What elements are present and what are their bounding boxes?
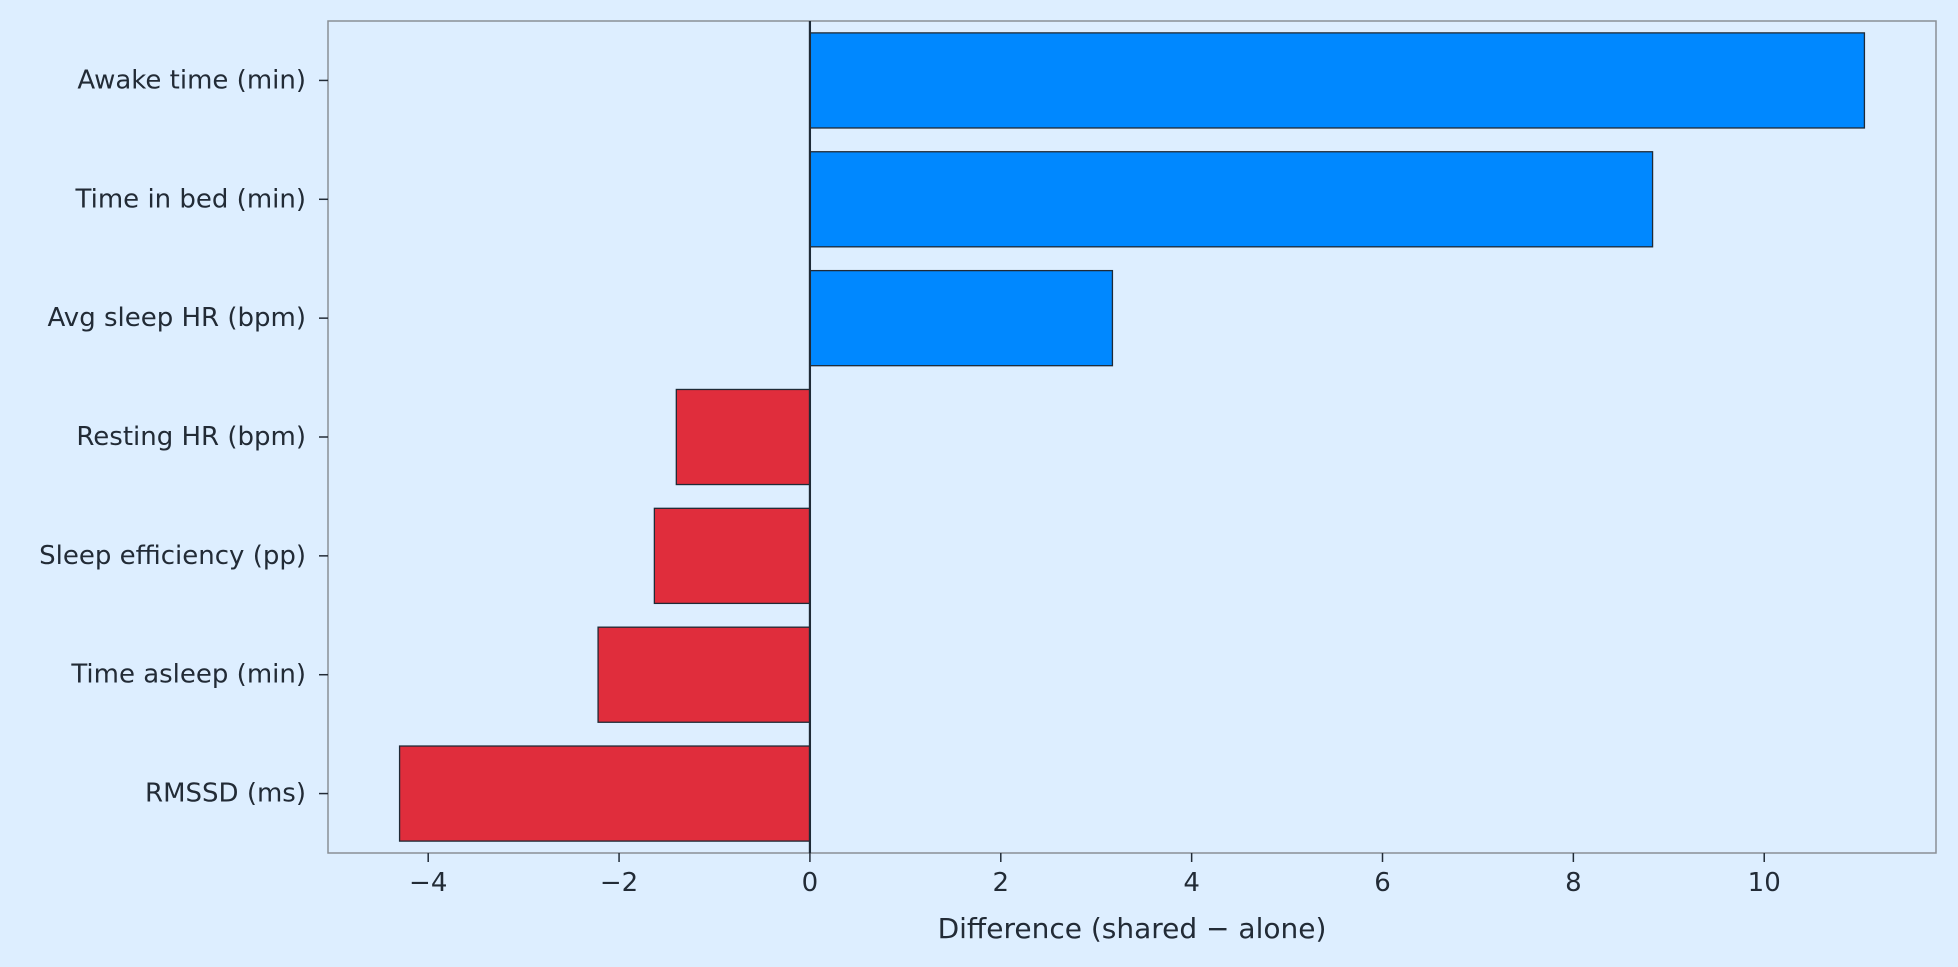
x-tick-label: 8 — [1565, 868, 1582, 898]
x-axis-ticks: −4 −2 0 2 4 6 8 10 — [409, 853, 1781, 898]
x-tick-label: 4 — [1183, 868, 1200, 898]
y-axis-ticks: Awake time (min) Time in bed (min) Avg sle… — [39, 65, 328, 809]
y-tick-label: Resting HR (bpm) — [76, 422, 306, 452]
plot-area — [327, 20, 1937, 854]
bars-group — [398, 32, 1866, 842]
bar-3 — [809, 269, 1114, 367]
x-tick-label: 0 — [802, 868, 819, 898]
bar-5 — [653, 507, 811, 605]
x-tick-label: 2 — [993, 868, 1010, 898]
bar-4 — [675, 388, 811, 486]
y-tick-label: Time in bed (min) — [75, 184, 306, 214]
x-tick-label: −4 — [409, 868, 447, 898]
bar-7 — [398, 745, 811, 842]
bar-2 — [809, 151, 1654, 248]
y-tick-label: Avg sleep HR (bpm) — [48, 303, 306, 333]
x-tick-label: 6 — [1374, 868, 1391, 898]
x-axis-title: Difference (shared − alone) — [938, 912, 1327, 945]
bar-1 — [809, 32, 1866, 129]
y-tick-label: Sleep efficiency (pp) — [39, 541, 306, 571]
y-tick-label: Awake time (min) — [77, 65, 306, 95]
y-tick-label: RMSSD (ms) — [145, 779, 306, 809]
x-tick-label: −2 — [600, 868, 638, 898]
bar-6 — [597, 626, 811, 723]
y-tick-label: Time asleep (min) — [70, 660, 306, 690]
x-tick-label: 10 — [1748, 868, 1781, 898]
